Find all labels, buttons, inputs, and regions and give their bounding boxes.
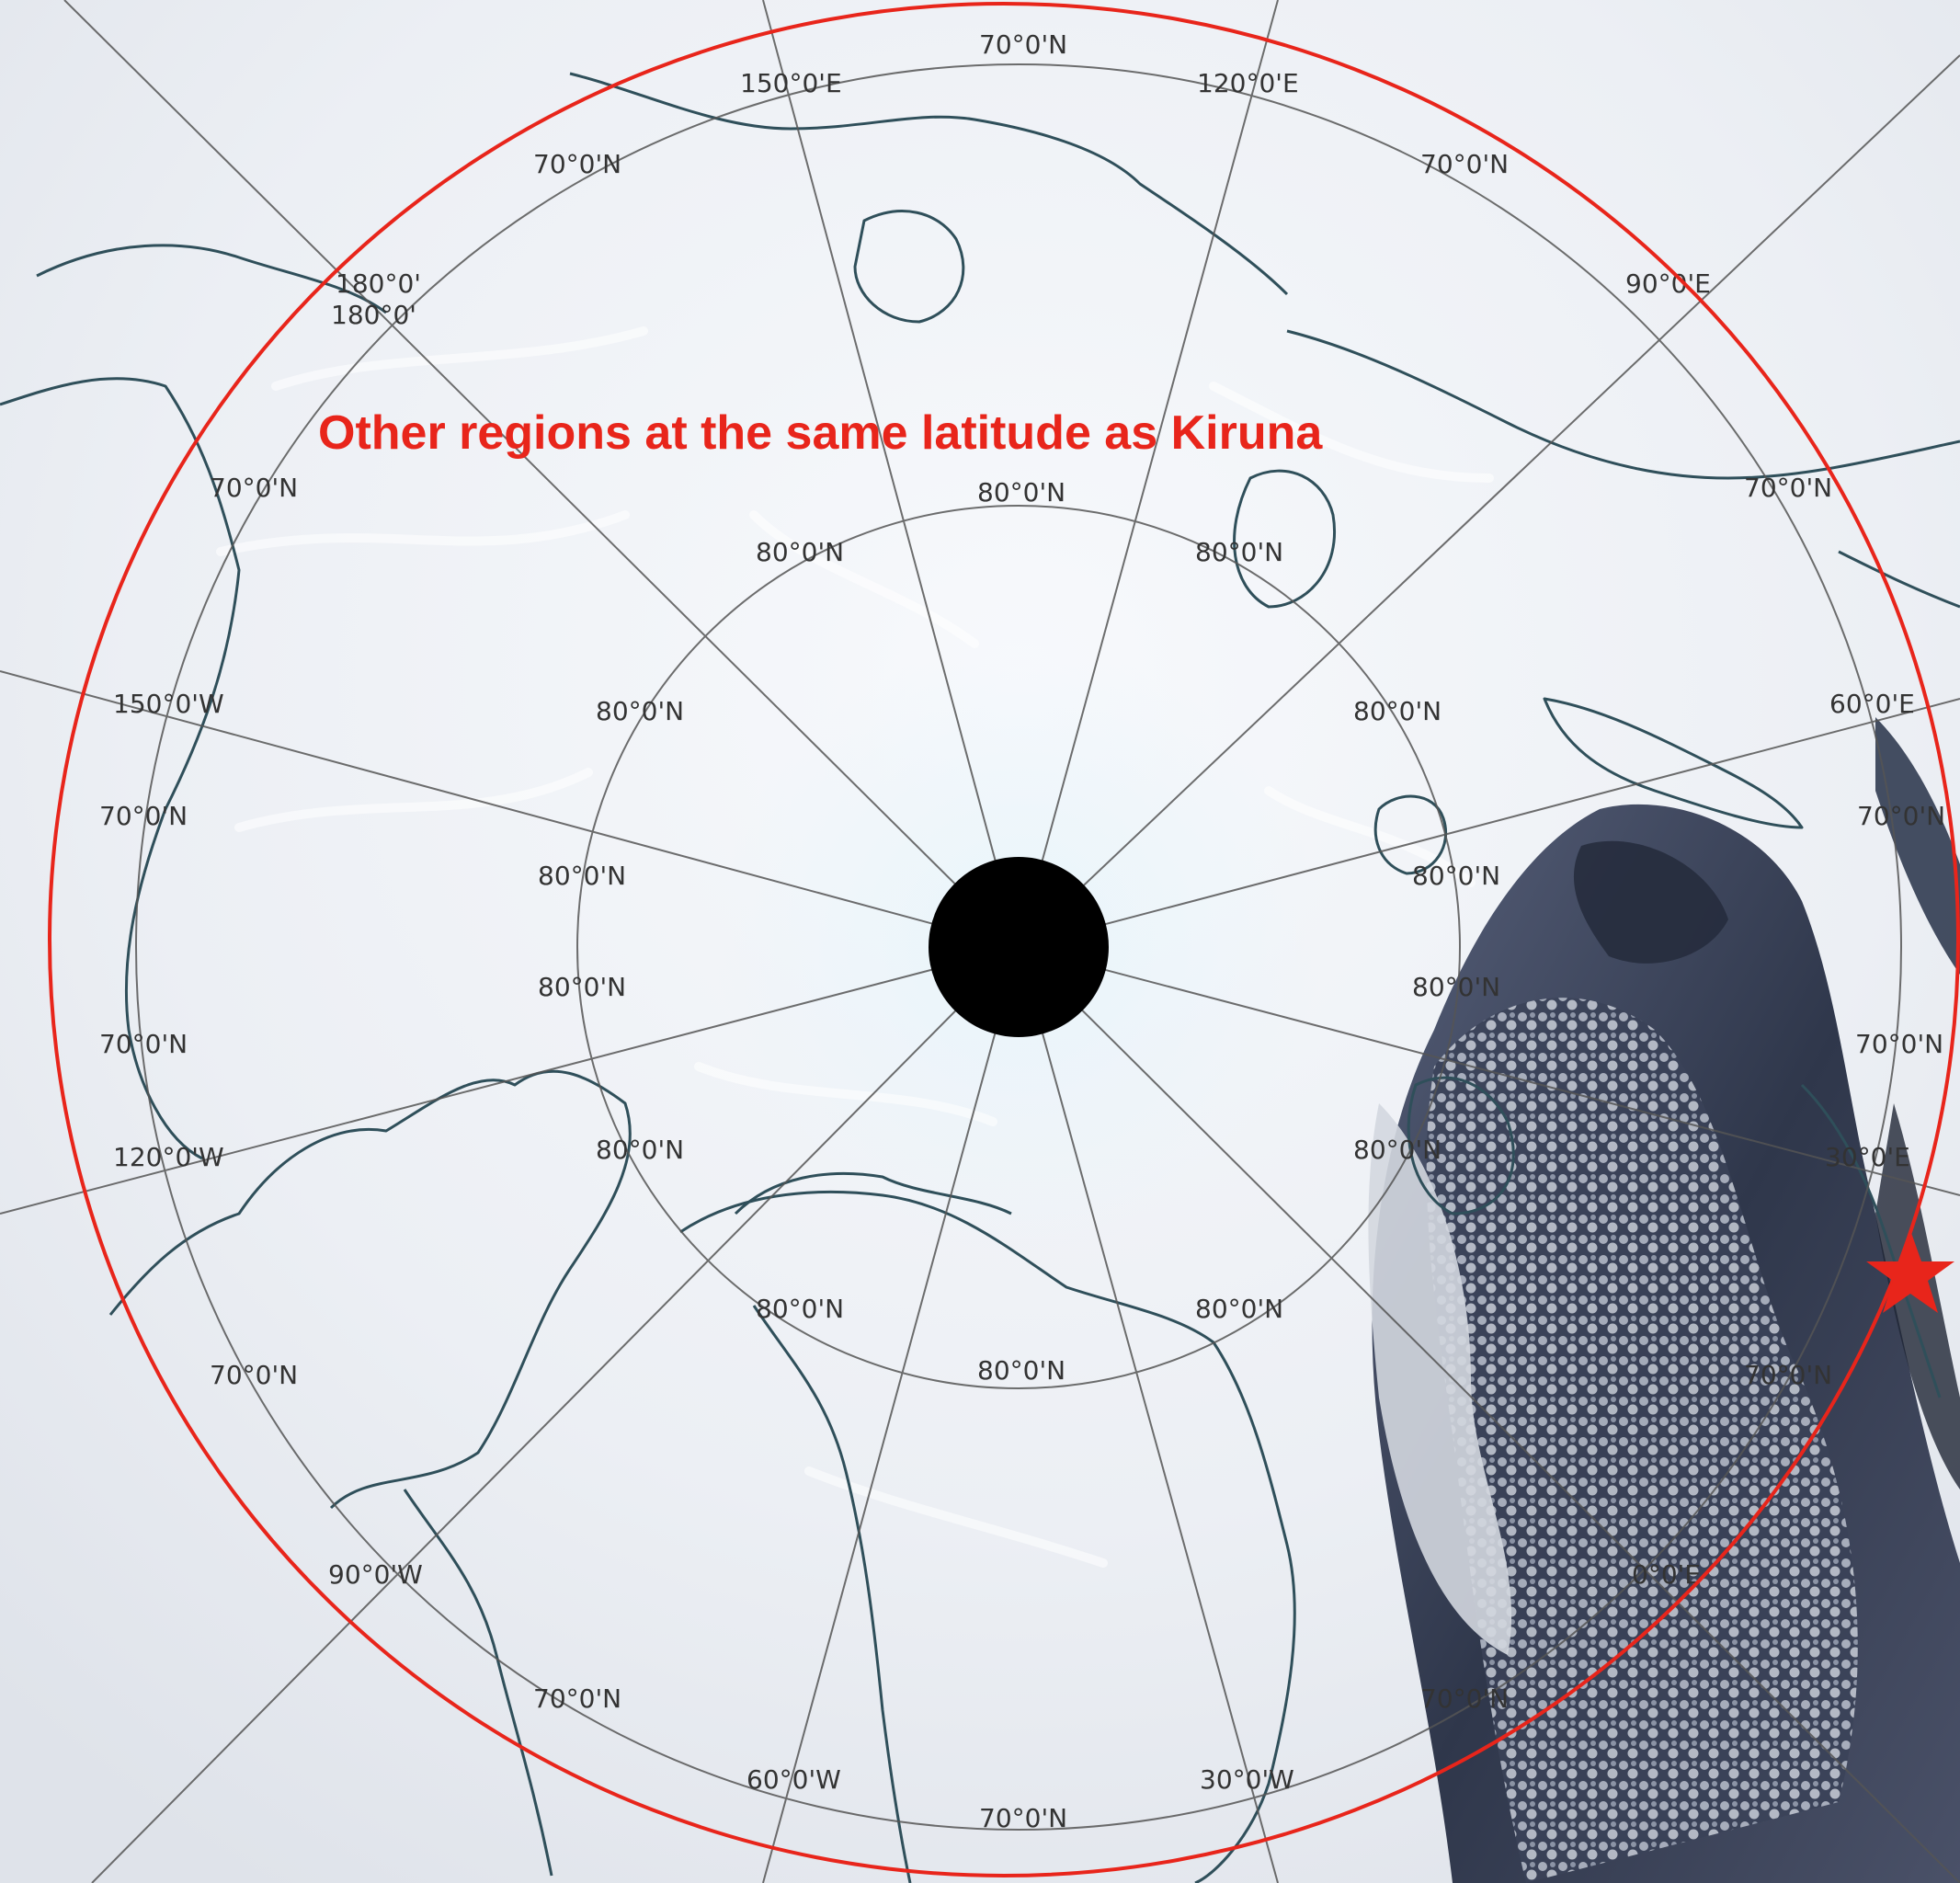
coastline-kola xyxy=(1838,550,1960,609)
graticule-label: 70°0'N xyxy=(979,29,1067,60)
coastline-canadian-arctic xyxy=(108,1069,632,1510)
graticule-label: 70°0'N xyxy=(210,1360,298,1390)
ice-texture xyxy=(216,326,1494,1568)
graticule-label: 90°0'E xyxy=(1625,268,1711,299)
graticule-label: 60°0'W xyxy=(746,1764,841,1795)
parallel-80N xyxy=(576,505,1461,1389)
graticule-label: 80°0'N xyxy=(538,972,626,1002)
graticule-label: 80°0'N xyxy=(1195,537,1283,567)
meridian-90E xyxy=(1018,54,1960,948)
coastline-alaska xyxy=(0,377,241,1160)
graticule-label: 150°0'W xyxy=(113,689,224,719)
meridian-30W xyxy=(1018,946,1279,1883)
graticule-label: 180°0' xyxy=(331,300,416,330)
coastline-greenland-west xyxy=(752,1305,912,1883)
graticule-label: 70°0'N xyxy=(533,149,621,179)
graticule-label: 70°0'N xyxy=(1855,1029,1943,1059)
graticule-label: 80°0'N xyxy=(1353,1135,1442,1165)
meridian-150W xyxy=(0,670,1020,948)
graticule-label: 70°0'N xyxy=(99,1029,188,1059)
graticule-label: 0°0'E xyxy=(1632,1559,1701,1590)
coastline-new-siberian-islands xyxy=(853,210,965,324)
graticule-label: 70°0'N xyxy=(1744,473,1832,503)
pole-mask xyxy=(929,857,1109,1037)
graticule-label: 80°0'N xyxy=(538,861,626,891)
red-star-icon xyxy=(1866,1230,1954,1313)
coastline-taymyr xyxy=(1286,329,1960,480)
meridian-180 xyxy=(63,0,1020,948)
graticule-label: 70°0'N xyxy=(979,1803,1067,1833)
graticule-label: 60°0'E xyxy=(1829,689,1915,719)
graticule-label: 70°0'N xyxy=(1744,1360,1832,1390)
meridian-120W xyxy=(0,946,1020,1215)
parallel-70N xyxy=(135,63,1902,1831)
graticule-label: 80°0'N xyxy=(1353,696,1442,726)
graticule-label: 80°0'N xyxy=(1412,861,1500,891)
graticule-label: 80°0'N xyxy=(1412,972,1500,1002)
graticule-label: 80°0'N xyxy=(596,1135,684,1165)
graticule-label: 70°0'N xyxy=(533,1683,621,1714)
upper-right-dark-water xyxy=(1875,717,1960,975)
coastline-chukchi xyxy=(36,244,387,314)
graticule-label: 80°0'N xyxy=(977,1355,1065,1386)
cloud-bank xyxy=(1368,1103,1512,1655)
graticule-label: 120°0'E xyxy=(1197,68,1299,98)
meridian-90W xyxy=(91,946,1020,1883)
graticule-label: 120°0'W xyxy=(113,1142,224,1172)
coastline-novaya-zemlya xyxy=(1543,697,1804,829)
graticule-label: 70°0'N xyxy=(1857,801,1945,831)
barents-dark-patch xyxy=(1573,840,1728,964)
graticule-label: 30°0'E xyxy=(1825,1142,1910,1172)
graticule-label: 90°0'W xyxy=(328,1559,423,1590)
meridian-60E xyxy=(1018,698,1960,948)
coastline-franz-josef xyxy=(1373,794,1448,875)
graticule-label: 150°0'E xyxy=(740,68,842,98)
graticule-label: 80°0'N xyxy=(977,477,1065,508)
graticule-label: 70°0'N xyxy=(99,801,188,831)
cloud-streets xyxy=(1426,998,1858,1883)
meridian-150E xyxy=(762,0,1020,948)
annotation-text: Other regions at the same latitude as Ki… xyxy=(318,406,1323,460)
graticule-label: 80°0'N xyxy=(1195,1294,1283,1324)
coastline-ellesmere xyxy=(734,1171,1012,1215)
meridian-120E xyxy=(1018,0,1279,948)
graticule-label: 80°0'N xyxy=(756,1294,844,1324)
graticule-label: 80°0'N xyxy=(596,696,684,726)
graticule-label: 80°0'N xyxy=(756,537,844,567)
graticule-label: 30°0'W xyxy=(1200,1764,1294,1795)
coastline-svalbard xyxy=(1407,1076,1515,1215)
coastline-baffin xyxy=(403,1489,553,1877)
graticule-label: 180°0' xyxy=(336,268,421,299)
kiruna-latitude-circle xyxy=(48,2,1960,1877)
coastline-severnaya-zemlya xyxy=(1233,469,1336,609)
graticule-label: 70°0'N xyxy=(210,473,298,503)
meridian-30E xyxy=(1018,946,1960,1196)
meridian-0 xyxy=(1018,946,1960,1883)
graticule-label: 70°0'N xyxy=(1420,149,1509,179)
coastline-scandinavia xyxy=(1800,1083,1942,1398)
graticule-labels: 70°0'N 150°0'E 120°0'E 70°0'N 70°0'N 180… xyxy=(99,29,1945,1833)
graticule-label: 70°0'N xyxy=(1420,1683,1509,1714)
meridian-60W xyxy=(762,946,1020,1883)
